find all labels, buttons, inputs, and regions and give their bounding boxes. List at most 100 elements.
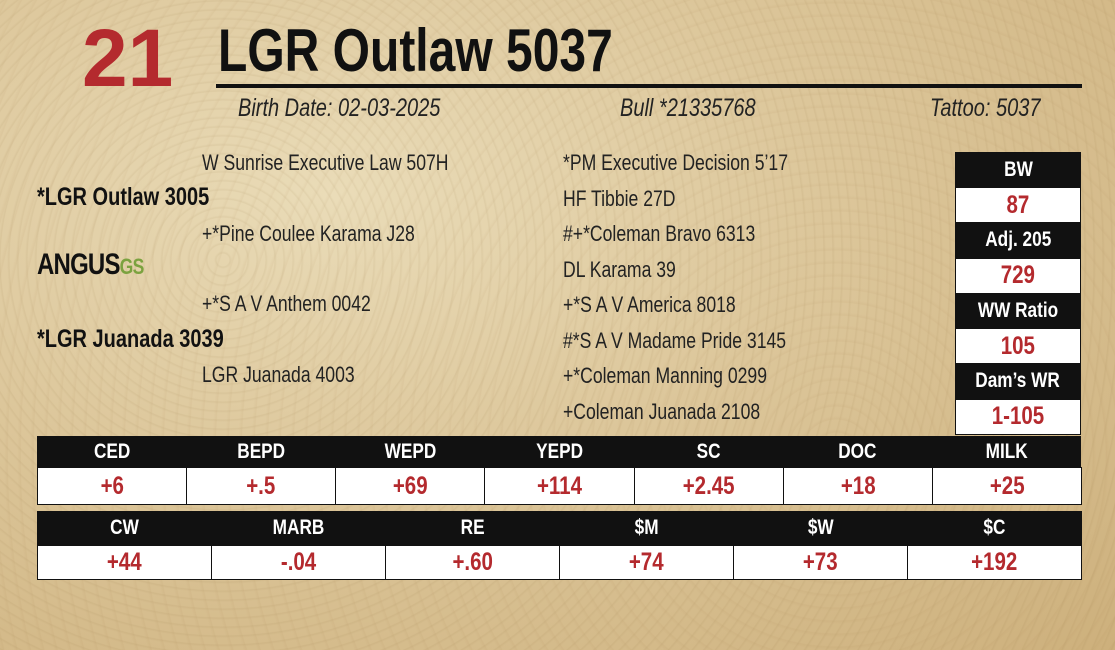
- performance-label-text: Dam’s WR: [975, 369, 1061, 392]
- birth-date-text: Birth Date: 02-03-2025: [238, 94, 441, 122]
- performance-label: Dam’s WR: [955, 363, 1081, 399]
- epd-header-text: $C: [983, 516, 1006, 539]
- dam: *LGR Juanada 3039: [37, 325, 270, 354]
- performance-label: WW Ratio: [955, 293, 1081, 328]
- epd-header: CED: [37, 436, 187, 467]
- epd-header: RE: [385, 511, 560, 545]
- angus-logo: ANGUSGS: [37, 248, 170, 282]
- great-grandparent: HF Tibbie 27D: [563, 186, 704, 212]
- epd-header-text: SC: [696, 439, 721, 463]
- great-grandparent-text: +*Coleman Manning 0299: [563, 363, 768, 388]
- epd-value: +114: [484, 467, 635, 505]
- epd-value-text: +25: [989, 471, 1025, 500]
- epd-value: +.5: [186, 467, 337, 505]
- epd-header: WEPD: [335, 436, 485, 467]
- epd-header-text: YEPD: [535, 439, 583, 463]
- pedigree-entry: +*S A V Anthem 0042: [202, 291, 413, 317]
- epd-value: -.04: [211, 545, 386, 580]
- epd-header-text: $M: [634, 516, 659, 539]
- animal-name: LGR Outlaw 5037: [218, 16, 711, 85]
- pedigree-entry: W Sunrise Executive Law 507H: [202, 150, 510, 176]
- epd-value-text: +192: [971, 548, 1018, 576]
- epd-value-text: +18: [840, 471, 876, 500]
- logo-text: ANGUS: [37, 248, 120, 281]
- pedigree-text: +*Pine Coulee Karama J28: [202, 221, 415, 246]
- registration: Bull *21335768: [620, 94, 790, 123]
- epd-value-text: -.04: [280, 548, 317, 576]
- epd-header-text: MILK: [985, 439, 1028, 463]
- great-grandparent-text: +Coleman Juanada 2108: [563, 398, 761, 424]
- epd-value-text: +114: [536, 471, 583, 500]
- epd-header: DOC: [782, 436, 933, 467]
- epd-header-text: MARB: [272, 516, 325, 539]
- epd-value: +69: [335, 467, 486, 505]
- lot-number: 21: [82, 13, 174, 104]
- performance-label-text: Adj. 205: [984, 228, 1052, 251]
- epd-header-text: DOC: [838, 439, 877, 463]
- great-grandparent: +Coleman Juanada 2108: [563, 399, 809, 425]
- title-rule: [216, 84, 1082, 88]
- pedigree-entry: +*Pine Coulee Karama J28: [202, 221, 468, 247]
- pedigree-text: LGR Juanada 4003: [202, 362, 355, 387]
- epd-value-text: +74: [629, 548, 664, 576]
- pedigree-entry: LGR Juanada 4003: [202, 362, 393, 388]
- great-grandparent: DL Karama 39: [563, 257, 704, 283]
- great-grandparent-text: *PM Executive Decision 5’17: [563, 150, 788, 175]
- epd-value-text: +44: [107, 548, 142, 576]
- performance-label-text: WW Ratio: [977, 298, 1059, 322]
- epd-value: +74: [559, 545, 734, 580]
- epd-value: +18: [782, 467, 933, 505]
- great-grandparent-text: #+*Coleman Bravo 6313: [563, 221, 756, 246]
- epd-header: BEPD: [186, 436, 336, 467]
- performance-label-text: BW: [1003, 157, 1033, 181]
- performance-value-text: 105: [1000, 331, 1036, 360]
- epd-header-text: $W: [807, 516, 834, 539]
- epd-header-text: WEPD: [384, 439, 436, 463]
- dam-text: *LGR Juanada 3039: [37, 325, 224, 353]
- great-grandparent: +*S A V America 8018: [563, 292, 779, 318]
- epd-value-text: +6: [100, 471, 124, 500]
- epd-header: SC: [633, 436, 784, 467]
- tattoo-text: Tattoo: 5037: [930, 94, 1041, 122]
- tattoo: Tattoo: 5037: [930, 94, 1068, 123]
- epd-header: YEPD: [484, 436, 635, 467]
- epd-header: $M: [559, 511, 734, 545]
- great-grandparent: *PM Executive Decision 5’17: [563, 150, 844, 176]
- birth-date: Birth Date: 02-03-2025: [238, 94, 491, 123]
- epd-value: +.60: [385, 545, 560, 580]
- epd-header-text: CED: [93, 439, 130, 463]
- epd-header: $C: [907, 511, 1082, 545]
- epd-header: MARB: [211, 511, 386, 545]
- sire: *LGR Outlaw 3005: [37, 183, 252, 212]
- epd-header-text: BEPD: [237, 439, 285, 463]
- great-grandparent: +*Coleman Manning 0299: [563, 363, 818, 389]
- epd-value: +6: [37, 467, 188, 505]
- performance-value-text: 1-105: [991, 402, 1045, 430]
- performance-label: Adj. 205: [955, 222, 1081, 258]
- great-grandparent-text: #*S A V Madame Pride 3145: [563, 327, 787, 353]
- performance-value: 1-105: [955, 398, 1081, 435]
- epd-header: MILK: [931, 436, 1082, 467]
- great-grandparent-text: +*S A V America 8018: [563, 292, 736, 317]
- pedigree-text: +*S A V Anthem 0042: [202, 291, 371, 316]
- great-grandparent-text: HF Tibbie 27D: [563, 185, 676, 211]
- logo-badge: GS: [119, 254, 145, 279]
- animal-name-text: LGR Outlaw 5037: [218, 17, 613, 84]
- performance-value: 87: [955, 187, 1081, 223]
- epd-value: +25: [931, 467, 1082, 505]
- epd-header: $W: [733, 511, 908, 545]
- performance-value-text: 87: [1006, 190, 1030, 219]
- performance-value: 105: [955, 328, 1081, 364]
- epd-value-text: +73: [803, 548, 838, 576]
- great-grandparent: #*S A V Madame Pride 3145: [563, 328, 842, 354]
- great-grandparent: #+*Coleman Bravo 6313: [563, 221, 803, 247]
- performance-value: 729: [955, 257, 1081, 294]
- pedigree-text: W Sunrise Executive Law 507H: [202, 150, 449, 175]
- performance-value-text: 729: [1000, 261, 1036, 289]
- epd-value: +73: [733, 545, 908, 580]
- epd-header-text: CW: [109, 516, 139, 539]
- epd-value: +44: [37, 545, 212, 580]
- epd-header-text: RE: [460, 516, 485, 539]
- performance-label: BW: [955, 152, 1081, 187]
